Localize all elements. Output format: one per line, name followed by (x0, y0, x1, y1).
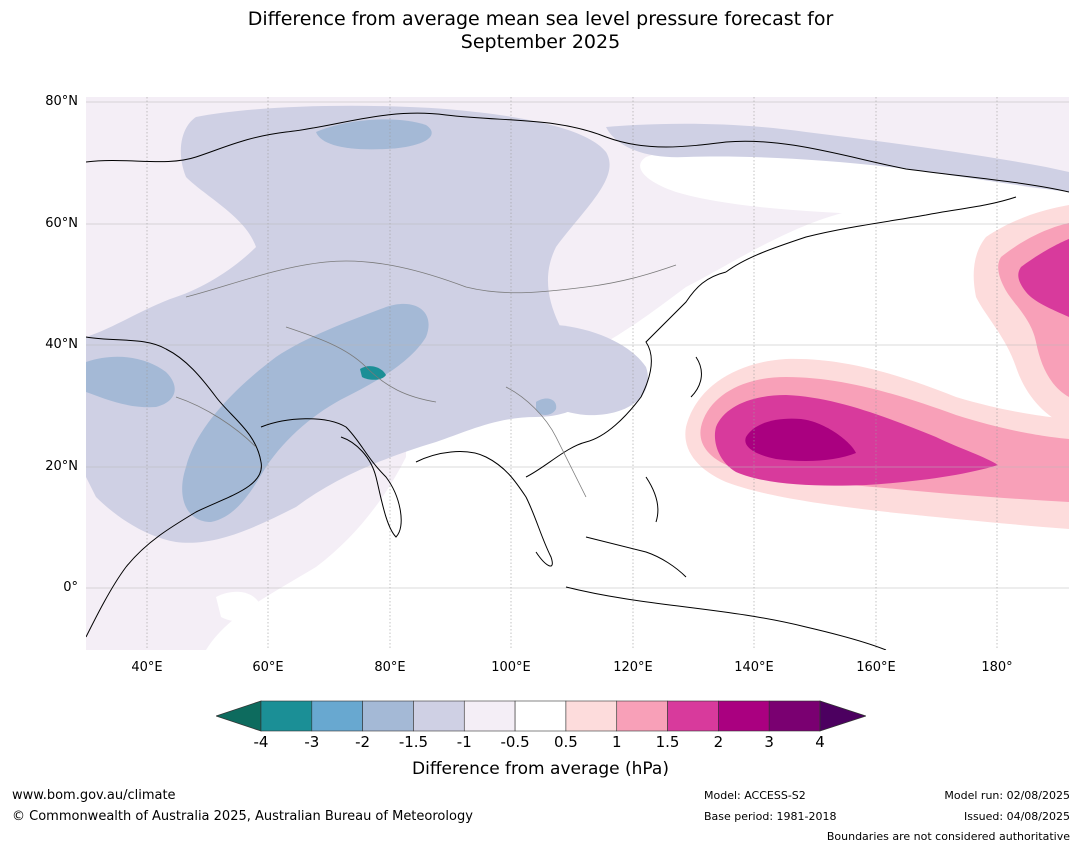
negative-anomaly-band-1-china (516, 324, 648, 416)
negative-anomaly-band-2-china (536, 398, 557, 415)
neutral-region-pacific (206, 187, 1069, 650)
map-svg (86, 97, 1069, 650)
colorbar-tick-label: 1 (611, 733, 622, 751)
colorbar-bin (616, 700, 668, 732)
lon-label-100e: 100°E (491, 660, 531, 675)
colorbar-tick-label: 2 (713, 733, 724, 751)
map-title-line-1: Difference from average mean sea level p… (247, 8, 834, 30)
coastlines (86, 112, 1069, 650)
map-title-line-2: September 2025 (460, 31, 621, 53)
colorbar-bin (413, 700, 465, 732)
colorbar-over-arrow (819, 700, 866, 732)
colorbar-bin (463, 700, 516, 732)
colorbar-tick-label: 4 (815, 733, 825, 751)
colorbar-under-arrow (216, 700, 262, 732)
pressure-anomaly-map (86, 97, 1069, 650)
website-link[interactable]: www.bom.gov.au/climate (12, 788, 176, 803)
lat-label-20n: 20°N (45, 459, 78, 474)
latitude-gridlines (86, 101, 1069, 589)
lon-label-180: 180° (981, 660, 1013, 675)
colorbar-bin (311, 700, 363, 732)
lat-label-0: 0° (63, 580, 78, 595)
base-period: Base period: 1981-2018 (704, 810, 837, 823)
neutral-region-arabia (216, 591, 261, 622)
longitude-gridlines (146, 97, 998, 650)
lon-label-140e: 140°E (734, 660, 774, 675)
colorbar-tick-label: -1 (456, 733, 472, 751)
negative-anomaly-band-2-west (86, 356, 175, 408)
colorbar-tick-label: -2 (355, 733, 371, 751)
colorbar-tick-label: -0.5 (500, 733, 530, 751)
colorbar-bin (565, 700, 618, 732)
colorbar-bins (260, 700, 821, 732)
lon-label-160e: 160°E (856, 660, 896, 675)
colorbar-bin (362, 700, 414, 732)
negative-anomaly-core (360, 366, 386, 380)
colorbar-bin (718, 700, 770, 732)
lat-label-60n: 60°N (45, 216, 78, 231)
colorbar-tick-label: -1.5 (398, 733, 429, 751)
colorbar-bin (260, 700, 313, 732)
colorbar-bin (514, 700, 567, 732)
issued-date: Issued: 04/08/2025 (963, 810, 1070, 823)
lat-label-40n: 40°N (45, 337, 78, 352)
positive-anomaly-core (745, 418, 856, 461)
boundaries-disclaimer: Boundaries are not considered authoritat… (826, 830, 1070, 843)
colorbar-tick-label: -3 (304, 733, 320, 751)
colorbar-tick-label: 1.5 (655, 733, 680, 751)
neutral-region-arctic (640, 142, 1069, 227)
negative-anomaly-band-2 (316, 119, 432, 150)
colorbar-title: Difference from average (hPa) (412, 759, 669, 779)
colorbar-tick-label: 0.5 (553, 733, 578, 751)
model-name: Model: ACCESS-S2 (704, 789, 806, 802)
country-borders (175, 260, 677, 498)
positive-anomaly-band-3 (714, 395, 998, 486)
colorbar-bin (768, 700, 821, 732)
colorbar-bin (667, 700, 719, 732)
lon-label-80e: 80°E (374, 660, 406, 675)
lat-label-80n: 80°N (45, 94, 78, 109)
colorbar-tick-label: 3 (764, 733, 774, 751)
positive-anomaly-band-3-north (1018, 239, 1069, 317)
colorbar-tick-label: -4 (253, 733, 269, 751)
lon-label-40e: 40°E (131, 660, 163, 675)
map-title: Difference from average mean sea level p… (0, 8, 1081, 54)
model-run-date: Model run: 02/08/2025 (944, 789, 1070, 802)
colorbar (216, 700, 866, 732)
lon-label-60e: 60°E (252, 660, 284, 675)
lon-label-120e: 120°E (613, 660, 653, 675)
negative-anomaly-band-2-central (182, 303, 429, 522)
copyright-text: © Commonwealth of Australia 2025, Austra… (12, 809, 473, 824)
